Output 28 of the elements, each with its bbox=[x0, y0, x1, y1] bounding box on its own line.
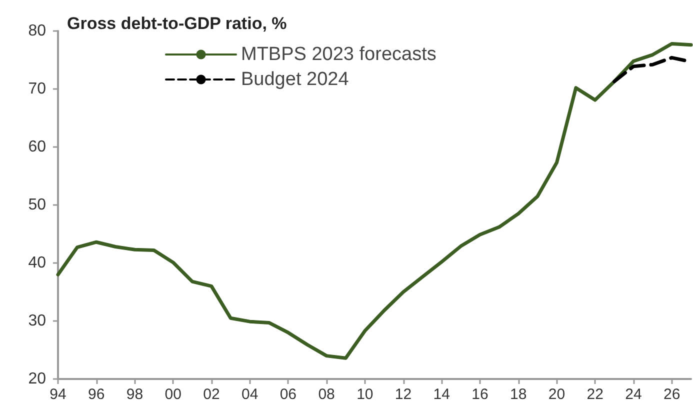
x-tick-label: 22 bbox=[586, 386, 604, 403]
y-tick-label: 50 bbox=[28, 196, 46, 214]
x-tick-label: 26 bbox=[663, 386, 680, 403]
x-tick-label: 94 bbox=[50, 386, 66, 403]
x-tick-label: 20 bbox=[548, 386, 566, 403]
legend-label: Budget 2024 bbox=[241, 69, 350, 90]
y-tick-label: 70 bbox=[28, 80, 46, 98]
x-tick-label: 12 bbox=[394, 386, 412, 403]
x-tick-label: 06 bbox=[280, 386, 297, 403]
x-tick-label: 96 bbox=[88, 386, 105, 403]
x-tick-label: 24 bbox=[625, 386, 642, 403]
x-tick-label: 04 bbox=[241, 386, 258, 403]
x-tick-label: 18 bbox=[510, 386, 527, 403]
x-tick-label: 14 bbox=[433, 386, 450, 403]
y-tick-label: 60 bbox=[28, 138, 46, 156]
x-tick-label: 00 bbox=[164, 386, 182, 403]
y-tick-label: 20 bbox=[28, 370, 46, 388]
y-tick-label: 40 bbox=[28, 254, 46, 272]
x-tick-label: 16 bbox=[472, 386, 488, 403]
chart-title: Gross debt-to-GDP ratio, % bbox=[67, 14, 287, 33]
y-tick-label: 30 bbox=[28, 312, 46, 330]
line-series bbox=[56, 42, 693, 360]
x-tick-label: 02 bbox=[203, 386, 220, 403]
x-tick-label: 10 bbox=[356, 386, 374, 403]
x-tick-label: 98 bbox=[126, 386, 144, 403]
y-tick-label: 80 bbox=[28, 22, 46, 40]
x-tick-label: 08 bbox=[318, 386, 335, 403]
legend-label: MTBPS 2023 forecasts bbox=[241, 44, 436, 65]
